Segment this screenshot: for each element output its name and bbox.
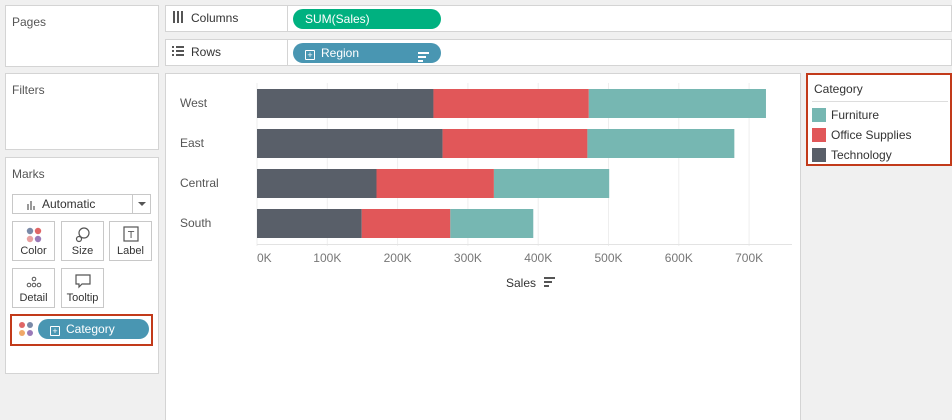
pages-panel: Pages [5, 5, 159, 67]
shelf-divider [287, 39, 288, 66]
x-tick-label: 300K [453, 251, 482, 265]
sort-descending-icon[interactable] [418, 48, 429, 68]
legend-panel: Category Furniture Office Supplies Techn… [806, 73, 952, 166]
legend-label: Office Supplies [831, 128, 912, 142]
detail-button[interactable]: Detail [12, 268, 55, 308]
sum-sales-pill[interactable]: SUM(Sales) [293, 9, 441, 29]
expand-icon[interactable]: + [305, 50, 315, 60]
legend-swatch [812, 148, 826, 162]
filters-panel[interactable]: Filters [5, 73, 159, 150]
marks-title: Marks [12, 167, 45, 181]
x-tick-label: 700K [735, 251, 764, 265]
svg-text:T: T [126, 230, 134, 241]
rows-icon [172, 45, 184, 60]
columns-shelf[interactable]: Columns SUM(Sales) [165, 5, 952, 32]
legend-title: Category [814, 82, 863, 96]
pages-title: Pages [12, 15, 47, 29]
bar-south-office-supplies[interactable] [361, 209, 451, 238]
bar-central-furniture[interactable] [493, 169, 610, 198]
legend-item-technology[interactable]: Technology [812, 147, 892, 163]
bar-west-office-supplies[interactable] [433, 89, 589, 118]
color-button[interactable]: Color [12, 221, 55, 261]
legend-divider [812, 101, 948, 102]
rows-shelf[interactable]: Rows + Region [165, 39, 952, 66]
bar-central-technology[interactable] [257, 169, 377, 198]
chart-view: West East Central South 0K 100K 200K 300K 400K 5… [165, 73, 801, 420]
expand-icon[interactable]: + [50, 326, 60, 336]
x-tick-label: 200K [383, 251, 412, 265]
row-label-central[interactable]: Central [180, 176, 219, 190]
legend-label: Technology [831, 148, 892, 162]
detail-button-label: Detail [19, 292, 48, 304]
color-encoding-icon [18, 321, 34, 340]
size-button-label: Size [71, 245, 94, 257]
bar-south-furniture[interactable] [450, 209, 534, 238]
marks-panel: Marks Automatic Color [5, 157, 159, 374]
x-tick-label: 500K [594, 251, 623, 265]
bar-central-office-supplies[interactable] [376, 169, 494, 198]
legend-label: Furniture [831, 108, 880, 122]
tooltip-button-label: Tooltip [66, 292, 99, 304]
x-tick-label: 0K [257, 251, 272, 265]
bar-south-technology[interactable] [257, 209, 362, 238]
row-label-east[interactable]: East [180, 136, 205, 150]
mark-type-value: Automatic [42, 197, 96, 211]
x-tick-label: 600K [664, 251, 693, 265]
color-button-label: Color [20, 245, 47, 257]
rows-label: Rows [191, 45, 222, 59]
bar-west-furniture[interactable] [588, 89, 766, 118]
category-pill-highlight [10, 314, 153, 346]
x-tick-label: 400K [524, 251, 553, 265]
color-dots-icon [13, 225, 54, 245]
text-label-icon: T [110, 225, 151, 245]
x-tick-label: 100K [313, 251, 342, 265]
mark-type-dropdown[interactable]: Automatic [12, 194, 151, 214]
x-axis-label: Sales [506, 276, 537, 290]
bar-chart-icon [27, 201, 35, 210]
category-color-pill[interactable]: + Category [38, 319, 149, 339]
chart-plot [256, 83, 792, 246]
category-pill-label: Category [66, 322, 115, 336]
detail-dots-icon [13, 272, 54, 292]
tooltip-icon [62, 272, 103, 292]
legend-item-furniture[interactable]: Furniture [812, 107, 879, 123]
bar-east-furniture[interactable] [587, 129, 735, 158]
legend-swatch [812, 108, 826, 122]
legend-item-office-supplies[interactable]: Office Supplies [812, 127, 912, 143]
row-label-south[interactable]: South [180, 216, 212, 230]
sort-icon[interactable] [544, 276, 556, 290]
label-button-label: Label [117, 245, 144, 257]
legend-swatch [812, 128, 826, 142]
row-label-west[interactable]: West [180, 96, 208, 110]
region-pill[interactable]: + Region [293, 43, 441, 63]
x-axis-title: Sales [506, 276, 556, 290]
size-icon [62, 225, 103, 245]
bar-east-technology[interactable] [257, 129, 443, 158]
bar-west-technology[interactable] [257, 89, 434, 118]
chevron-down-icon[interactable] [132, 195, 150, 213]
filters-title: Filters [12, 83, 45, 97]
size-button[interactable]: Size [61, 221, 104, 261]
columns-icon [172, 11, 184, 26]
rows-pill-label: Region [321, 46, 360, 60]
label-button[interactable]: T Label [109, 221, 152, 261]
tooltip-button[interactable]: Tooltip [61, 268, 104, 308]
columns-pill-label: SUM(Sales) [305, 12, 370, 26]
columns-label: Columns [191, 11, 239, 25]
shelf-divider [287, 5, 288, 32]
bar-east-office-supplies[interactable] [442, 129, 588, 158]
